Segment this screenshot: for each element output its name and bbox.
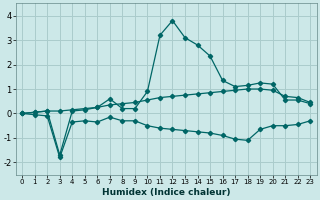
X-axis label: Humidex (Indice chaleur): Humidex (Indice chaleur) [102, 188, 230, 197]
